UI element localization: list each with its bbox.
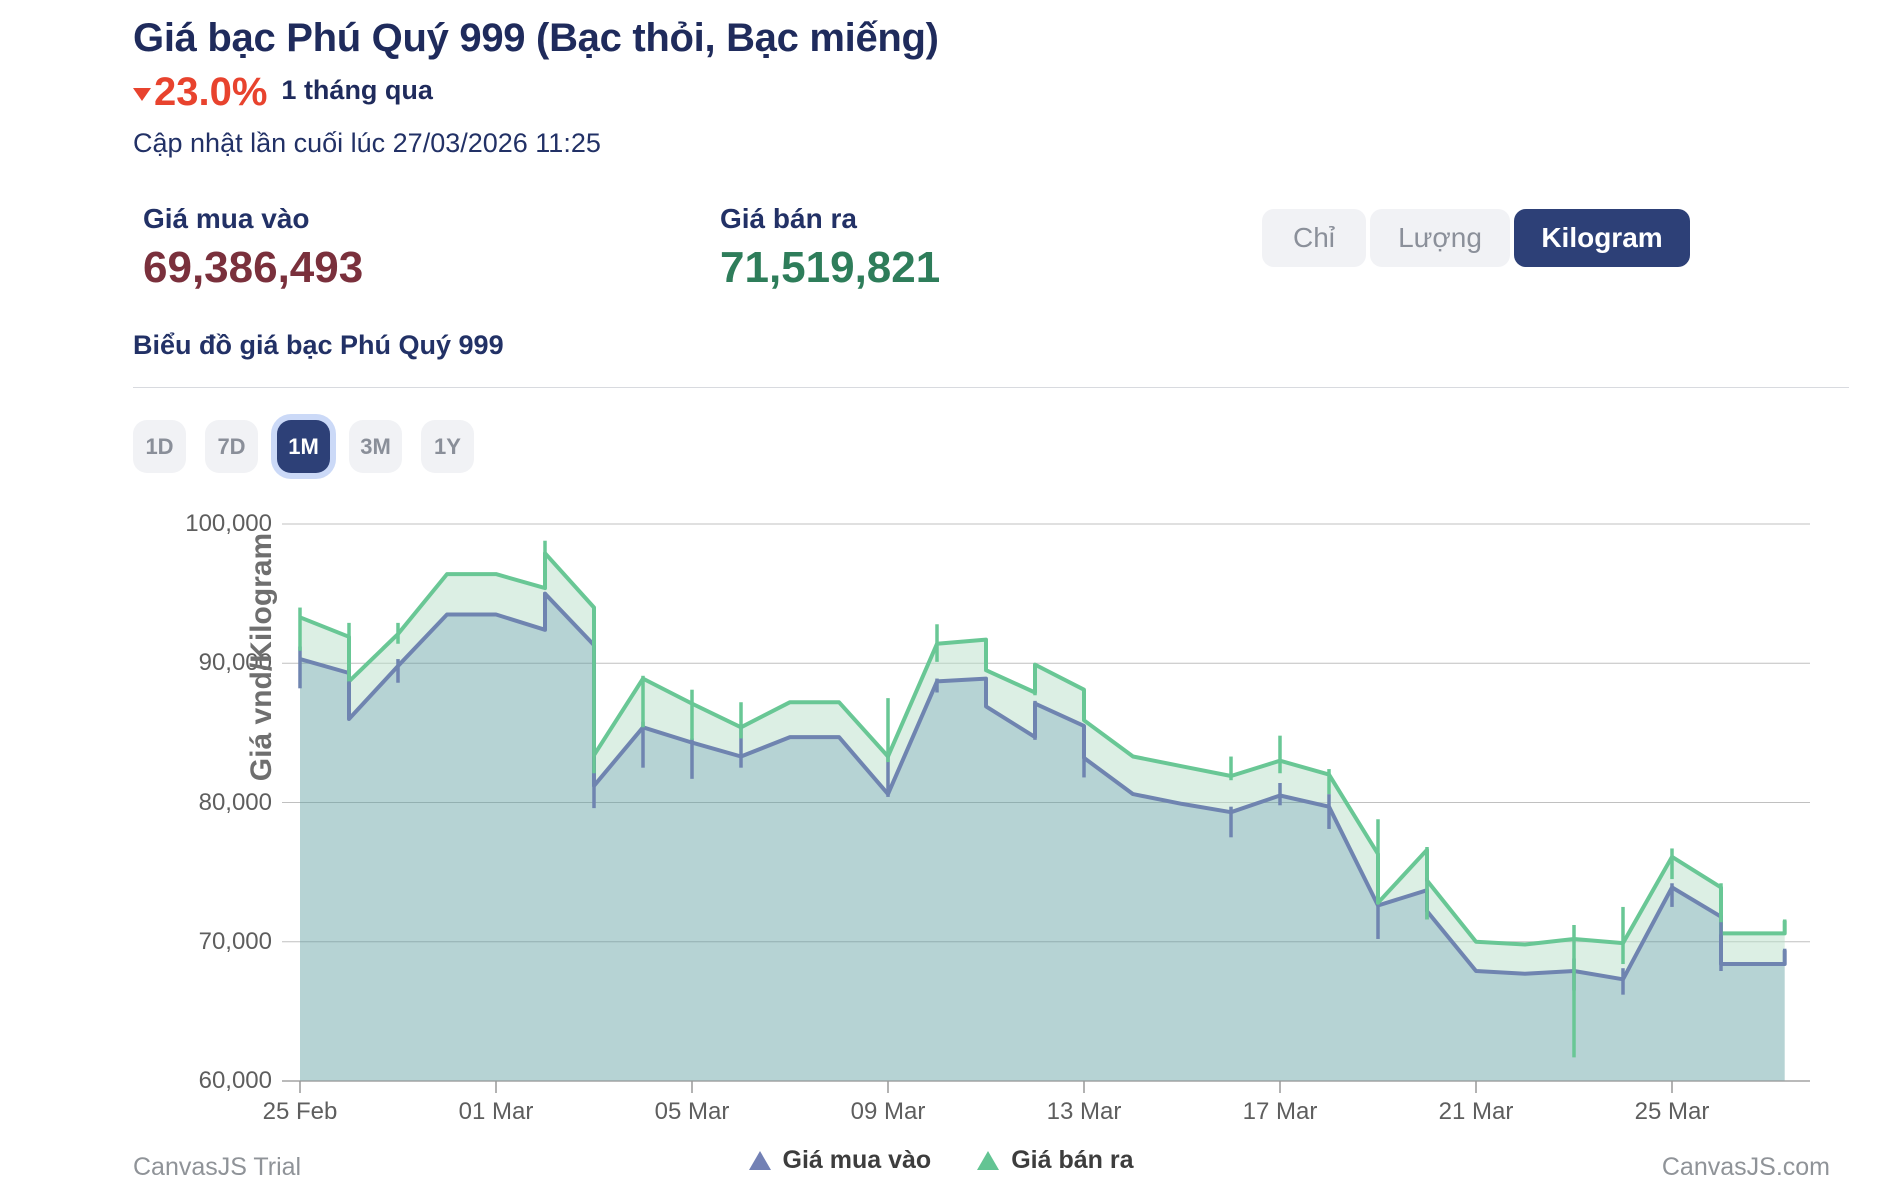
- range-button-3m[interactable]: 3M: [349, 420, 402, 473]
- canvasjs-link[interactable]: CanvasJS.com: [1661, 1153, 1830, 1181]
- chart-subtitle: Biểu đồ giá bạc Phú Quý 999: [133, 330, 504, 360]
- change-summary: 23.0% 1 tháng qua: [133, 70, 433, 115]
- range-button-1y[interactable]: 1Y: [421, 420, 474, 473]
- buy-price-block: Giá mua vào 69,386,493: [143, 203, 363, 293]
- legend-item-buy[interactable]: Giá mua vào: [748, 1146, 932, 1175]
- x-axis-tick-label: 17 Mar: [1242, 1098, 1318, 1125]
- arrow-down-icon: [133, 88, 151, 101]
- page-title: Giá bạc Phú Quý 999 (Bạc thỏi, Bạc miếng…: [133, 16, 939, 60]
- buy-price-label: Giá mua vào: [143, 203, 310, 234]
- sell-price-block: Giá bán ra 71,519,821: [720, 203, 940, 293]
- x-axis-tick-label: 05 Mar: [654, 1098, 730, 1125]
- unit-button-luong[interactable]: Lượng: [1370, 209, 1510, 267]
- sell-price-label: Giá bán ra: [720, 203, 857, 234]
- range-button-1m[interactable]: 1M: [277, 420, 330, 473]
- y-axis-tick-label: 90,000: [198, 649, 272, 677]
- chart-legend: Giá mua vào Giá bán ra: [0, 1146, 1882, 1175]
- buy-price-value: 69,386,493: [143, 243, 364, 292]
- x-axis-tick-label: 25 Mar: [1634, 1098, 1710, 1125]
- x-axis-tick-label: 25 Feb: [262, 1098, 338, 1125]
- y-axis-title: Giá vnd/Kilogram: [245, 532, 278, 782]
- legend-label-buy: Giá mua vào: [782, 1146, 932, 1174]
- y-axis-tick-label: 100,000: [185, 510, 272, 537]
- legend-item-sell[interactable]: Giá bán ra: [977, 1146, 1133, 1175]
- unit-button-kilogram[interactable]: Kilogram: [1514, 209, 1690, 267]
- sell-price-value: 71,519,821: [720, 243, 941, 292]
- divider: [133, 387, 1849, 388]
- range-button-1d[interactable]: 1D: [133, 420, 186, 473]
- range-button-7d[interactable]: 7D: [205, 420, 258, 473]
- last-updated: Cập nhật lần cuối lúc 27/03/2026 11:25: [133, 128, 601, 158]
- x-axis-tick-label: 09 Mar: [850, 1098, 926, 1125]
- canvasjs-trial-text: CanvasJS Trial: [133, 1153, 302, 1181]
- unit-toggle-group: Chỉ Lượng Kilogram: [1262, 209, 1690, 267]
- change-percent-value: 23.0%: [154, 70, 268, 114]
- y-axis-tick-label: 80,000: [198, 788, 272, 816]
- triangle-marker-icon: [977, 1151, 1000, 1170]
- legend-label-sell: Giá bán ra: [1011, 1146, 1134, 1174]
- change-percent: 23.0%: [133, 70, 267, 115]
- x-axis-tick-label: 13 Mar: [1046, 1098, 1122, 1125]
- change-period: 1 tháng qua: [281, 75, 433, 105]
- range-button-group: 1D 7D 1M 3M 1Y: [133, 420, 474, 473]
- x-axis-tick-label: 01 Mar: [458, 1098, 534, 1125]
- y-axis-tick-label: 60,000: [198, 1067, 272, 1094]
- x-axis-tick-label: 21 Mar: [1438, 1098, 1514, 1125]
- triangle-marker-icon: [748, 1151, 771, 1170]
- unit-button-chi[interactable]: Chỉ: [1262, 209, 1366, 267]
- y-axis-tick-label: 70,000: [198, 927, 272, 955]
